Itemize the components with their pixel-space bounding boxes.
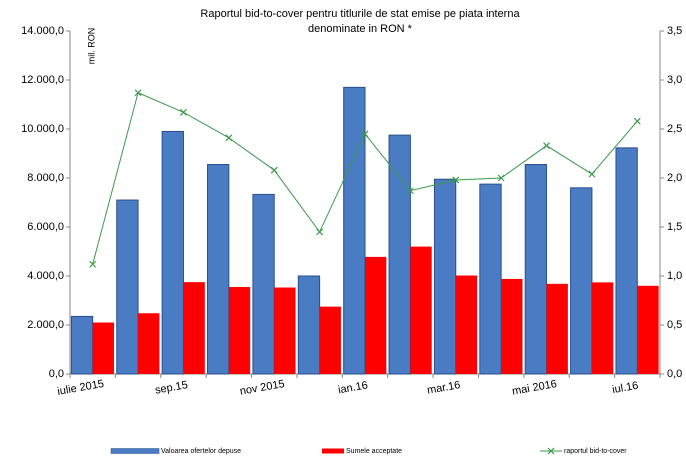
bar [228,287,251,374]
bar [319,306,341,374]
bar [410,246,432,374]
line-marker [361,130,369,138]
bar [501,278,523,374]
bar [637,285,659,374]
y2-tick-label: 2,5 [667,123,682,135]
y-axis-label: mil. RON [86,28,96,65]
x-tick-label: sep.15 [154,379,189,397]
x-tick-label: mai 2016 [511,378,558,398]
line-marker [180,108,187,116]
y-tick-label: 8.000,0 [27,172,64,184]
line-marker [406,187,414,195]
line-marker [225,134,233,142]
y-tick-label: 4.000,0 [27,270,64,282]
bar [570,187,593,375]
line-marker [497,174,505,182]
line-marker [588,170,596,178]
bar [546,283,568,374]
x-tick-label: nov 2015 [239,378,286,398]
line-marker [316,228,324,236]
y2-tick-label: 1,5 [667,221,682,233]
bar [297,275,321,375]
y-tick-label: 0,0 [49,368,64,380]
bar [116,199,139,375]
bar [70,315,94,375]
line-marker [543,142,550,150]
bar [207,164,230,375]
bar [92,322,115,374]
y2-tick-label: 2,0 [667,172,682,184]
y-tick-label: 6.000,0 [27,221,64,233]
bar [365,256,387,374]
bar [343,86,366,375]
y2-tick-label: 1,0 [667,270,682,282]
y-tick-label: 2.000,0 [27,319,64,331]
x-tick-label: iulie 2015 [56,378,104,398]
x-tick-label: iul.16 [611,380,639,396]
bar [388,134,411,375]
bar [591,282,614,374]
x-tick-label: mar.16 [426,379,461,397]
y-tick-label: 14.000,0 [21,25,64,37]
bar [479,183,502,375]
y2-tick-label: 3,5 [667,25,682,37]
bar [274,287,296,374]
chart-title: Raportul bid-to-cover pentru titlurile d… [200,8,520,20]
y2-tick-label: 0,0 [667,368,682,380]
y-tick-label: 12.000,0 [21,74,64,86]
line-marker [89,260,97,268]
bar [455,275,478,374]
chart-title: denominate in RON * [308,23,413,35]
y2-tick-label: 3,0 [667,74,682,86]
y-tick-label: 10.000,0 [21,123,64,135]
bar [524,164,548,375]
bar [183,282,205,374]
line-marker [134,89,142,97]
bar [161,130,184,375]
line-marker [633,117,641,125]
bar [433,178,457,375]
bar [252,193,275,375]
legend-swatch [110,448,160,454]
legend-label: raportul bid-to-cover [564,448,627,455]
y2-tick-label: 0,5 [667,319,682,331]
legend-swatch [322,448,344,454]
bar [615,147,638,375]
legend-label: Sumele acceptate [346,448,402,455]
line-marker [270,166,278,174]
bar [138,313,160,374]
x-tick-label: ian.16 [337,379,369,396]
line-marker [452,176,460,184]
legend-label: Valoarea ofertelor depuse [161,448,241,455]
legend-marker [547,447,555,455]
